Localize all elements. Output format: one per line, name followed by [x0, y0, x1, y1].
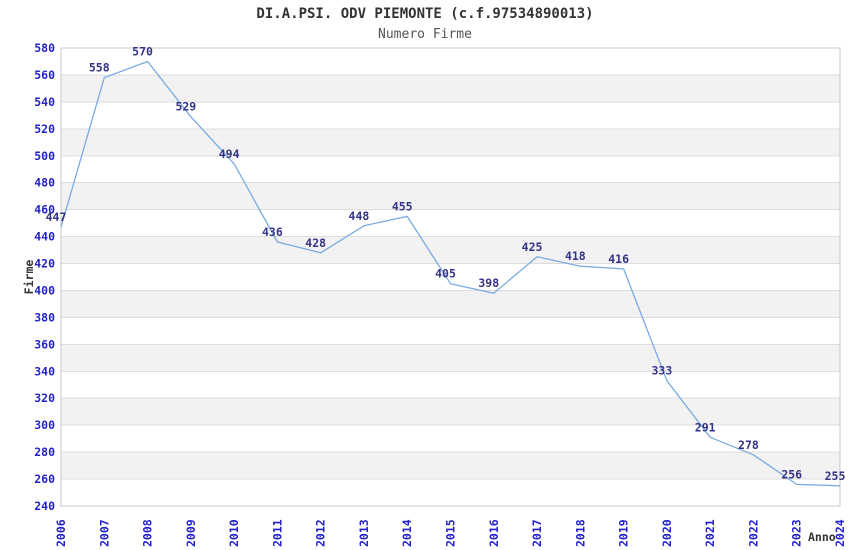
plot-band	[61, 290, 840, 318]
plot-band	[61, 236, 840, 264]
y-tick-label: 260	[34, 472, 55, 486]
x-tick-label: 2008	[141, 519, 155, 547]
y-tick-label: 580	[34, 41, 55, 55]
x-tick-label: 2011	[270, 519, 284, 547]
y-tick-label: 420	[34, 257, 55, 271]
chart-title: DI.A.PSI. ODV PIEMONTE (c.f.97534890013)	[256, 6, 594, 22]
data-label: 529	[175, 100, 196, 114]
data-label: 570	[132, 44, 153, 58]
y-tick-label: 280	[34, 445, 55, 459]
plot-band	[61, 182, 840, 210]
data-label: 416	[608, 252, 629, 266]
x-tick-label: 2007	[97, 519, 111, 547]
x-tick-label: 2010	[227, 519, 241, 547]
x-tick-label: 2022	[746, 519, 760, 547]
plot-band	[61, 128, 840, 156]
y-tick-label: 360	[34, 337, 55, 351]
plot-band	[61, 452, 840, 480]
y-tick-label: 460	[34, 203, 55, 217]
x-tick-label: 2015	[444, 519, 458, 547]
x-tick-label: 2020	[660, 519, 674, 547]
x-tick-label: 2014	[400, 519, 414, 547]
x-tick-label: 2012	[314, 519, 328, 547]
data-label: 436	[262, 225, 283, 239]
data-label: 428	[305, 236, 326, 250]
y-tick-label: 500	[34, 149, 55, 163]
series-line	[60, 60, 841, 487]
data-label: 278	[738, 438, 759, 452]
x-tick-label: 2024	[833, 519, 847, 547]
x-tick-label: 2013	[357, 519, 371, 547]
data-label: 255	[825, 469, 846, 483]
chart-subtitle: Numero Firme	[378, 27, 472, 42]
x-tick-label: 2006	[54, 519, 68, 547]
y-tick-label: 560	[34, 68, 55, 82]
data-label: 405	[435, 267, 456, 281]
x-tick-label: 2017	[530, 519, 544, 547]
y-tick-label: 440	[34, 230, 55, 244]
data-label: 558	[89, 61, 110, 75]
data-label: 398	[478, 276, 499, 290]
data-label: 418	[565, 249, 586, 263]
plot-band	[61, 74, 840, 102]
data-label: 333	[651, 364, 672, 378]
x-tick-label: 2019	[617, 519, 631, 547]
x-tick-label: 2016	[487, 519, 501, 547]
plot-band	[61, 398, 840, 426]
plot-border	[60, 47, 841, 507]
y-tick-label: 380	[34, 310, 55, 324]
x-tick-label: 2023	[790, 519, 804, 547]
data-label: 256	[781, 467, 802, 481]
data-label: 291	[695, 420, 716, 434]
data-label: 455	[392, 199, 413, 213]
y-tick-label: 320	[34, 391, 55, 405]
data-label: 447	[46, 210, 67, 224]
x-tick-label: 2018	[573, 519, 587, 547]
plot-band	[61, 344, 840, 372]
x-tick-label: 2021	[703, 519, 717, 547]
y-tick-label: 340	[34, 364, 55, 378]
y-tick-label: 300	[34, 418, 55, 432]
data-label: 425	[522, 240, 543, 254]
y-tick-label: 400	[34, 283, 55, 297]
data-label: 448	[349, 209, 370, 223]
data-label: 494	[219, 147, 240, 161]
y-tick-label: 480	[34, 176, 55, 190]
x-tick-label: 2009	[184, 519, 198, 547]
y-tick-label: 540	[34, 95, 55, 109]
y-tick-label: 520	[34, 122, 55, 136]
y-tick-label: 240	[34, 499, 55, 513]
x-axis-title: Anno	[808, 530, 836, 544]
